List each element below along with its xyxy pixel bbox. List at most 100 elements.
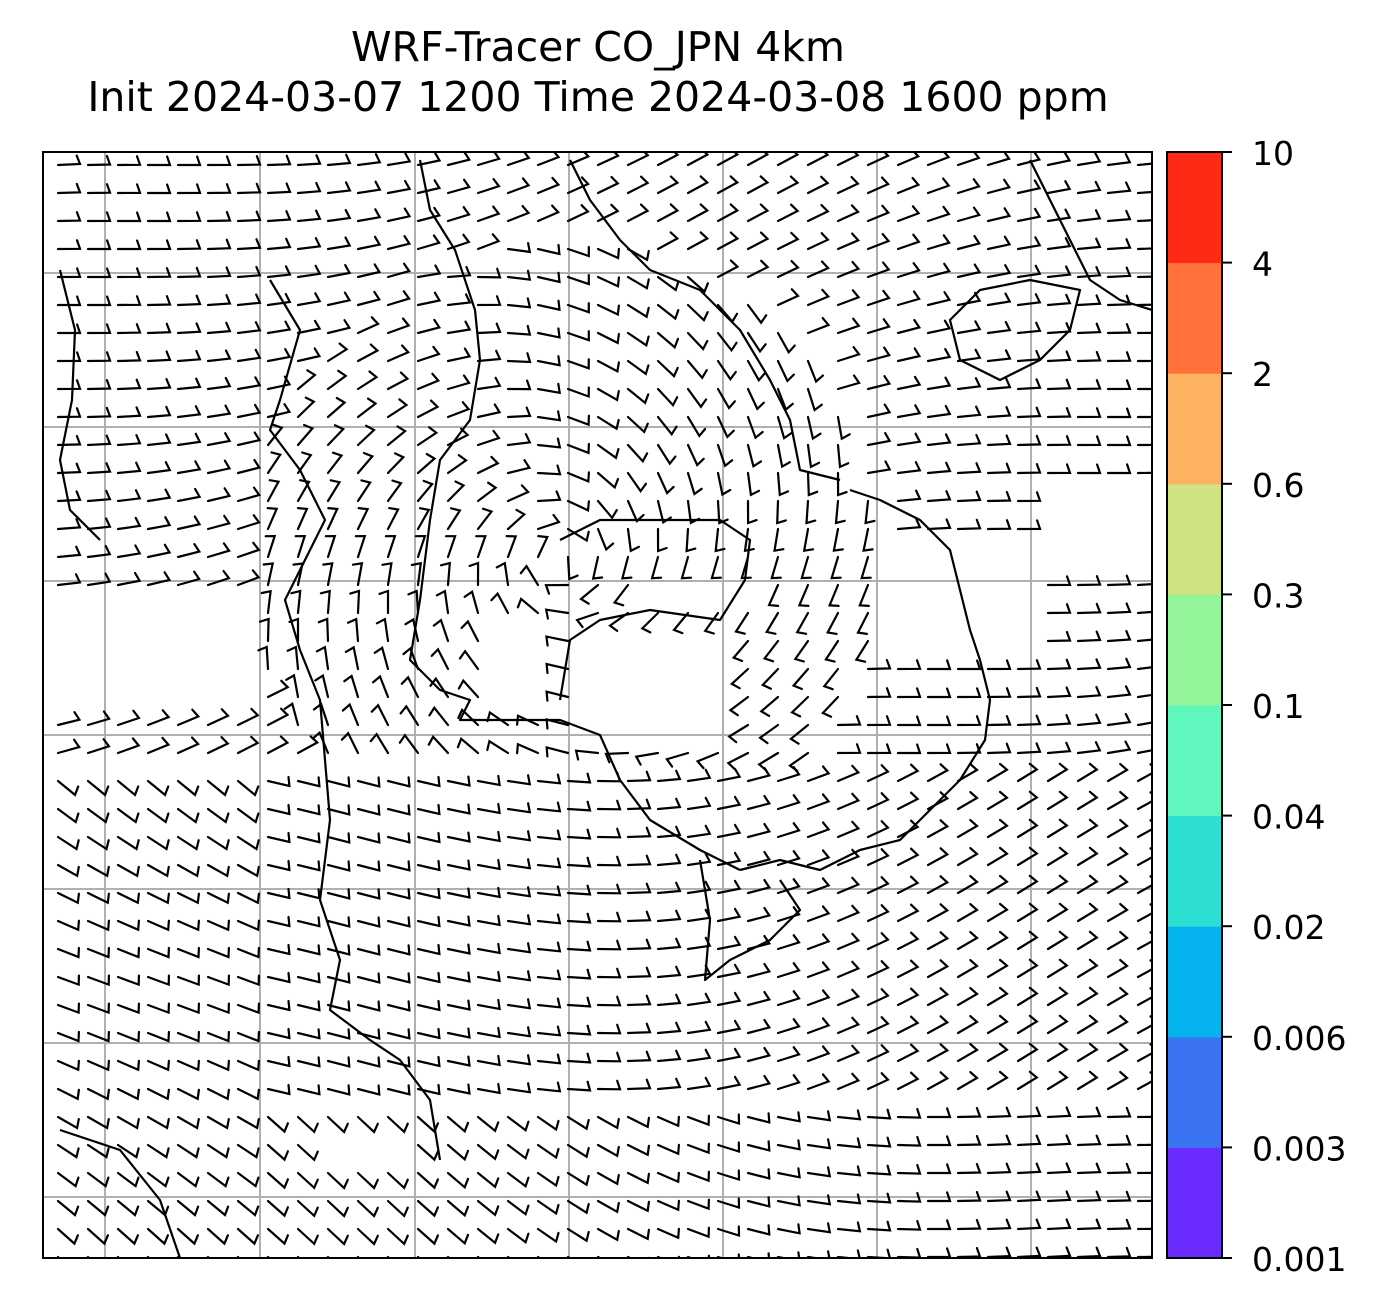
wind-barb (146, 835, 170, 851)
wind-barb (776, 934, 801, 951)
wind-barb (716, 259, 740, 279)
wind-barb (1076, 602, 1102, 615)
wind-barb (116, 835, 140, 851)
colorbar-ticks: 0.001 0.003 0.006 0.02 0.04 0.1 0.3 0.6 2 4 10 (1222, 134, 1346, 1279)
wind-barb (446, 507, 462, 531)
wind-barb (926, 959, 950, 979)
wind-barb (566, 499, 590, 512)
wind-barb (506, 508, 527, 531)
wind-barb (326, 181, 352, 195)
wind-barb (506, 774, 532, 786)
wind-barb (956, 291, 982, 307)
wind-barb (716, 767, 742, 783)
wind-barb (506, 152, 531, 167)
wind-barb (806, 821, 831, 839)
wind-barb (206, 155, 232, 167)
wind-barb (686, 152, 710, 167)
wind-barb (146, 350, 172, 363)
wind-barb (146, 267, 172, 279)
wind-barb (1106, 323, 1132, 335)
wind-barb (926, 1107, 952, 1119)
wind-barb (326, 451, 344, 475)
wind-barb (626, 798, 652, 811)
wind-barb (476, 998, 501, 1011)
wind-barb (716, 907, 742, 923)
wind-barb (296, 369, 317, 391)
wind-barb (416, 1027, 441, 1040)
wind-barb (322, 562, 334, 587)
wind-barb (206, 807, 230, 824)
wind-barb (776, 175, 800, 195)
wind-barb (236, 919, 260, 932)
wind-barb (296, 507, 309, 531)
wind-barb (1136, 471, 1152, 475)
wind-barb (776, 1111, 801, 1123)
wind-barb (476, 1082, 501, 1095)
wind-barb (206, 459, 232, 475)
wind-barb (536, 885, 562, 897)
wind-barb (56, 738, 81, 755)
wind-barb (626, 994, 652, 1007)
wind-barb (356, 888, 381, 900)
wind-barb (1046, 818, 1069, 839)
wind-barb (1076, 762, 1099, 783)
wind-barb (866, 176, 890, 195)
wind-barb (296, 1028, 321, 1040)
wind-barb (656, 499, 672, 525)
wind-barb (446, 775, 471, 787)
wind-barb (146, 807, 170, 824)
wind-barb (716, 1197, 741, 1210)
wind-barb (806, 1073, 831, 1091)
wind-barb (386, 290, 411, 307)
wind-barb (468, 561, 480, 587)
colorbar-segment (1167, 1036, 1222, 1148)
wind-barb (416, 479, 434, 503)
wind-barb (824, 639, 840, 663)
wind-barb (986, 434, 1012, 447)
wind-barb (1016, 1106, 1042, 1119)
wind-barb (1136, 1199, 1152, 1203)
wind-barb (176, 1087, 200, 1101)
wind-barb (506, 1115, 530, 1132)
wind-barb (56, 1002, 80, 1015)
wind-barb (1136, 666, 1152, 671)
wind-barb (476, 942, 501, 955)
wind-barb (176, 891, 200, 905)
wind-barb (404, 617, 420, 643)
wind-barb (356, 479, 372, 503)
wind-barb (1076, 1014, 1099, 1035)
wind-barb (685, 527, 697, 553)
wind-barb (1016, 1134, 1042, 1147)
wind-barb (457, 707, 480, 727)
wind-barb (266, 237, 292, 251)
wind-barb (356, 916, 381, 928)
wind-barb (446, 1255, 451, 1258)
wind-barb (836, 1165, 862, 1177)
wind-barb (176, 183, 202, 195)
wind-barb (545, 662, 570, 675)
wind-barb (806, 288, 831, 307)
wind-barb (896, 1071, 920, 1091)
wind-barb (386, 425, 407, 447)
wind-barb (506, 433, 532, 447)
wind-barb (206, 919, 230, 932)
wind-barb (326, 291, 352, 307)
wind-barb (296, 944, 321, 956)
wind-barb (640, 611, 660, 634)
wind-barb (776, 906, 801, 923)
wind-barb (1076, 986, 1099, 1007)
wind-barb (386, 507, 400, 531)
wind-barb (1076, 1162, 1102, 1175)
wind-barb (860, 555, 872, 580)
wind-barb (386, 262, 411, 279)
wind-barb (146, 946, 170, 959)
wind-barb (776, 822, 801, 839)
wind-barb (656, 937, 682, 951)
wind-barb (486, 710, 510, 727)
wind-barb (458, 649, 480, 671)
wind-barb (536, 1025, 562, 1037)
wind-barb (716, 1141, 741, 1154)
wind-barb (416, 999, 441, 1012)
wind-barb (236, 238, 262, 251)
wind-barb (475, 535, 487, 559)
